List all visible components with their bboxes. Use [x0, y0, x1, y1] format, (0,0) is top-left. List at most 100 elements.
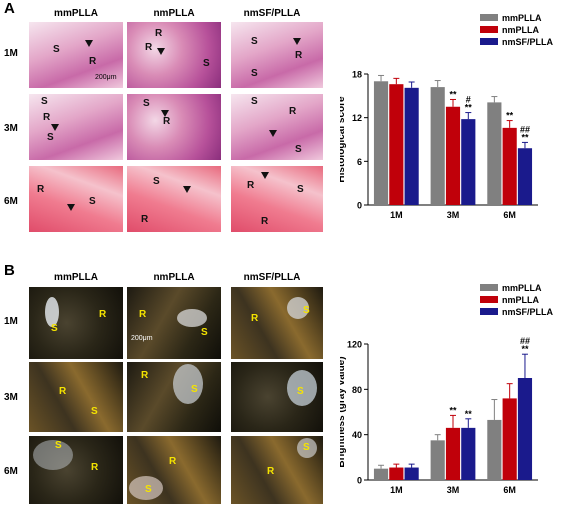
polarized-micrograph-1m-mmplla: S R [29, 287, 123, 359]
row-label-b-1: 1M [4, 316, 18, 327]
bar [389, 84, 404, 205]
marker-r: R [145, 42, 153, 53]
marker-s: S [53, 44, 60, 55]
legend-label: nmPLLA [502, 295, 539, 305]
marker-s: S [201, 327, 208, 338]
marker-s: S [145, 484, 152, 495]
marker-s: S [203, 58, 210, 69]
marker-r: R [247, 180, 255, 191]
x-tick-label: 3M [447, 210, 460, 220]
arrowhead-icon [157, 48, 165, 55]
marker-r: R [37, 184, 45, 195]
marker-r: R [295, 50, 303, 61]
panel-letter-a: A [4, 0, 15, 17]
y-tick-label: 6 [357, 157, 362, 167]
marker-r: R [163, 116, 171, 127]
y-tick-label: 120 [347, 340, 362, 350]
marker-s: S [89, 196, 96, 207]
he-micrograph-1m-nmplla: R R S [127, 22, 221, 88]
arrowhead-icon [67, 204, 75, 211]
y-tick-label: 18 [352, 70, 362, 80]
marker-r: R [289, 106, 297, 117]
significance-label: ** [521, 132, 529, 142]
bar [461, 119, 476, 205]
marker-r: R [59, 386, 67, 397]
significance-label: ** [465, 409, 473, 419]
bar [373, 468, 389, 480]
marker-r: R [155, 28, 163, 39]
marker-s: S [47, 132, 54, 143]
arrowhead-icon [293, 38, 301, 45]
marker-r: R [141, 214, 149, 225]
legend-label: mmPLLA [502, 283, 542, 293]
bar [430, 440, 445, 480]
legend-swatch [480, 284, 498, 291]
col-label-b-2: nmPLLA [153, 272, 195, 283]
legend-label: nmPLLA [502, 25, 539, 35]
he-micrograph-1m-nmsfplla: S R S [231, 22, 323, 88]
marker-r: R [99, 309, 107, 320]
legend-swatch [480, 308, 498, 315]
polarized-micrograph-3m-nmplla: R S [127, 362, 221, 432]
panel-letter-b: B [4, 262, 15, 279]
bar [404, 467, 419, 480]
significance-label: ** [465, 103, 473, 113]
legend-swatch [480, 14, 498, 21]
row-label-a-1: 1M [4, 48, 18, 59]
col-label-b-3: nmSF/PLLA [243, 272, 301, 283]
birefringence-highlight [177, 309, 207, 327]
legend-label: nmSF/PLLA [502, 37, 553, 47]
he-micrograph-3m-mmplla: S R S [29, 94, 123, 160]
birefringence-highlight [45, 297, 59, 327]
birefringence-highlight [287, 297, 309, 319]
he-micrograph-1m-mmplla: S R 200μm [29, 22, 123, 88]
col-label-a-3: nmSF/PLLA [243, 8, 301, 19]
col-label-b-1: mmPLLA [54, 272, 98, 283]
bar [445, 106, 461, 205]
x-tick-label: 6M [503, 210, 516, 220]
marker-r: R [267, 466, 275, 477]
marker-r: R [139, 309, 147, 320]
y-tick-label: 12 [352, 113, 362, 123]
legend-label: nmSF/PLLA [502, 307, 553, 317]
marker-r: R [261, 216, 269, 227]
bar [389, 467, 404, 480]
marker-s: S [295, 144, 302, 155]
marker-s: S [303, 442, 310, 453]
marker-s: S [51, 323, 58, 334]
row-label-b-2: 3M [4, 392, 18, 403]
he-micrograph-3m-nmsfplla: S R S [231, 94, 323, 160]
arrowhead-icon [51, 124, 59, 131]
polarized-micrograph-6m-nmsfplla: S R [231, 436, 323, 504]
y-tick-label: 0 [357, 476, 362, 486]
bar [502, 398, 517, 480]
bar [487, 102, 502, 205]
significance-label: # [466, 95, 471, 105]
polarized-micrograph-1m-nmsfplla: R S [231, 287, 323, 359]
legend-swatch [480, 26, 498, 33]
x-tick-label: 1M [390, 210, 403, 220]
marker-r: R [251, 313, 259, 324]
he-micrograph-3m-nmplla: S R [127, 94, 221, 160]
he-micrograph-6m-nmsfplla: R S R [231, 166, 323, 232]
marker-s: S [251, 68, 258, 79]
legend-label: mmPLLA [502, 13, 542, 23]
significance-label: ## [520, 336, 530, 346]
row-label-a-2: 3M [4, 123, 18, 134]
polarized-micrograph-6m-mmplla: S R [29, 436, 123, 504]
x-tick-label: 3M [447, 485, 460, 495]
arrowhead-icon [161, 110, 169, 117]
bar [373, 81, 389, 205]
row-label-a-3: 6M [4, 196, 18, 207]
marker-s: S [153, 176, 160, 187]
birefringence-highlight [287, 370, 317, 406]
marker-s: S [251, 96, 258, 107]
he-micrograph-6m-nmplla: S R [127, 166, 221, 232]
x-tick-label: 6M [503, 485, 516, 495]
marker-s: S [143, 98, 150, 109]
y-tick-label: 0 [357, 201, 362, 211]
y-axis-label: Brightness (gray value) [340, 356, 347, 467]
marker-s: S [41, 96, 48, 107]
